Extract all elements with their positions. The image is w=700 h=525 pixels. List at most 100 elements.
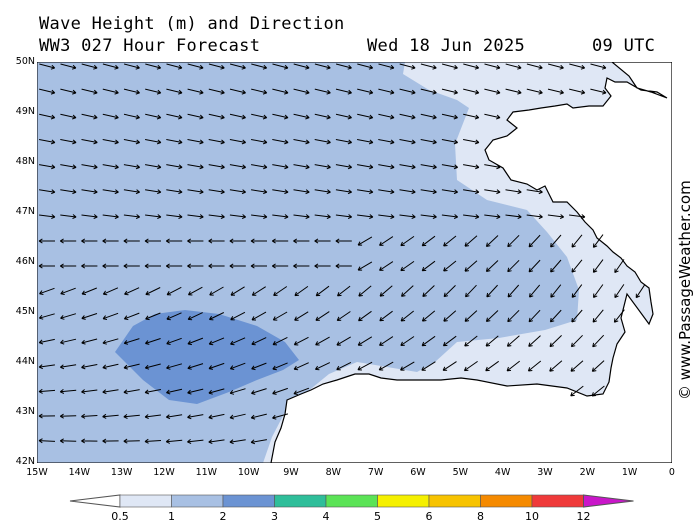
direction-arrow bbox=[272, 164, 289, 170]
direction-arrow bbox=[272, 387, 288, 395]
direction-arrow bbox=[166, 139, 183, 145]
direction-arrow bbox=[442, 335, 457, 347]
direction-arrow bbox=[187, 286, 203, 296]
direction-arrow bbox=[378, 113, 395, 120]
direction-arrow bbox=[187, 63, 204, 70]
direction-arrow bbox=[420, 189, 437, 195]
direction-arrow bbox=[251, 113, 268, 120]
lat-label: 45N bbox=[15, 306, 35, 317]
direction-arrow bbox=[250, 439, 267, 445]
direction-arrow bbox=[463, 113, 480, 120]
direction-arrow bbox=[123, 139, 141, 145]
direction-arrow bbox=[420, 113, 437, 120]
direction-arrow bbox=[208, 214, 225, 220]
direction-arrow bbox=[144, 414, 161, 420]
direction-arrow bbox=[441, 63, 458, 70]
direction-arrow bbox=[420, 164, 437, 170]
direction-arrow bbox=[441, 214, 459, 220]
direction-arrow bbox=[187, 363, 204, 370]
direction-arrow bbox=[81, 364, 98, 370]
direction-arrow bbox=[229, 214, 247, 220]
direction-arrow bbox=[378, 63, 395, 70]
lon-label: 10W bbox=[237, 467, 260, 478]
direction-arrow bbox=[39, 88, 56, 95]
direction-arrow bbox=[314, 263, 331, 269]
direction-arrow bbox=[526, 63, 543, 70]
direction-arrow bbox=[187, 263, 204, 269]
lat-label: 49N bbox=[15, 106, 35, 117]
direction-arrow bbox=[102, 113, 119, 120]
direction-arrow bbox=[294, 311, 309, 321]
direction-arrow bbox=[123, 63, 140, 70]
direction-arrow bbox=[357, 361, 373, 371]
direction-arrow bbox=[165, 238, 183, 244]
direction-arrow bbox=[550, 284, 562, 298]
direction-arrow bbox=[60, 139, 77, 145]
direction-arrow bbox=[123, 414, 140, 419]
map-title: Wave Height (m) and Direction bbox=[39, 14, 345, 34]
direction-arrow bbox=[144, 238, 161, 244]
direction-arrow bbox=[550, 259, 562, 273]
direction-arrow bbox=[81, 139, 98, 145]
direction-arrow bbox=[271, 263, 289, 269]
direction-arrow bbox=[592, 334, 605, 348]
direction-arrow bbox=[336, 361, 352, 371]
direction-arrow bbox=[144, 263, 161, 269]
direction-arrow bbox=[484, 189, 501, 195]
forecast-time: 09 UTC bbox=[592, 36, 656, 56]
direction-arrow bbox=[229, 263, 246, 269]
direction-arrow bbox=[123, 189, 141, 195]
direction-arrow bbox=[81, 214, 98, 220]
direction-arrow bbox=[272, 113, 289, 120]
direction-arrow bbox=[81, 338, 98, 345]
direction-arrow bbox=[421, 260, 436, 272]
direction-arrow bbox=[547, 214, 565, 220]
forecast-date: Wed 18 Jun 2025 bbox=[367, 36, 526, 56]
direction-arrow bbox=[187, 439, 204, 444]
direction-arrow bbox=[443, 310, 457, 322]
lat-label: 48N bbox=[15, 156, 35, 167]
direction-arrow bbox=[229, 88, 246, 95]
direction-arrow bbox=[144, 363, 161, 370]
direction-arrow bbox=[357, 236, 373, 246]
direction-arrow bbox=[399, 164, 416, 170]
direction-arrow bbox=[102, 363, 119, 370]
direction-arrow bbox=[102, 287, 119, 296]
wave-map bbox=[37, 62, 672, 463]
colorbar-segment bbox=[325, 494, 378, 508]
direction-arrow bbox=[251, 311, 267, 321]
direction-arrow bbox=[123, 338, 140, 345]
direction-arrow bbox=[145, 214, 162, 220]
direction-arrow bbox=[507, 284, 520, 298]
direction-arrow bbox=[441, 88, 458, 95]
direction-arrow bbox=[399, 63, 416, 70]
direction-arrow bbox=[635, 284, 646, 299]
direction-arrow bbox=[293, 214, 310, 220]
direction-arrow bbox=[465, 284, 477, 298]
direction-arrow bbox=[485, 260, 499, 272]
direction-arrow bbox=[187, 113, 204, 120]
direction-arrow bbox=[272, 214, 289, 220]
direction-arrow bbox=[81, 287, 97, 296]
direction-arrow bbox=[209, 286, 224, 296]
direction-arrow bbox=[250, 238, 267, 244]
colorbar-label: 0.5 bbox=[111, 510, 129, 523]
direction-arrow bbox=[123, 312, 140, 321]
colorbar-segment bbox=[274, 494, 327, 508]
direction-arrow bbox=[39, 113, 56, 120]
direction-arrow bbox=[420, 214, 437, 220]
direction-arrow bbox=[38, 388, 56, 394]
direction-arrow bbox=[187, 214, 204, 220]
direction-arrow bbox=[102, 214, 119, 220]
direction-arrow bbox=[165, 438, 183, 444]
direction-arrow bbox=[102, 312, 119, 320]
colorbar-label: 10 bbox=[525, 510, 539, 523]
direction-arrow bbox=[400, 235, 415, 247]
direction-arrow bbox=[81, 263, 98, 269]
direction-arrow bbox=[379, 310, 393, 322]
direction-arrow bbox=[378, 214, 395, 220]
direction-arrow bbox=[463, 214, 480, 220]
lon-label: 5W bbox=[452, 467, 469, 478]
direction-arrow bbox=[60, 313, 77, 320]
direction-arrow bbox=[549, 360, 563, 372]
